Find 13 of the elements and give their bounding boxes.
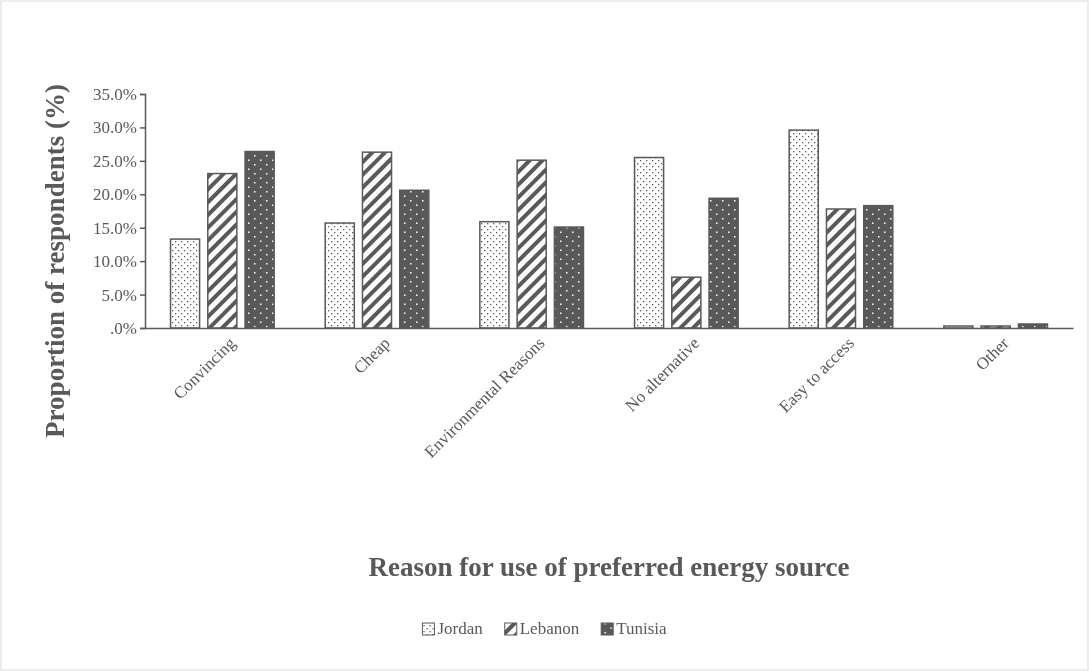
legend-label: Jordan xyxy=(437,619,484,638)
y-tick-label: 30.0% xyxy=(93,118,137,138)
y-tick-label: 10.0% xyxy=(93,252,137,272)
x-axis-title: Reason for use of preferred energy source xyxy=(368,552,850,582)
y-tick-label: .0% xyxy=(110,318,137,338)
y-tick-label: 35.0% xyxy=(93,84,137,104)
legend-label: Tunisia xyxy=(616,619,668,638)
y-tick-label: 25.0% xyxy=(93,151,137,171)
y-axis-title: Proportion of respondents (%) xyxy=(40,84,70,438)
y-tick-label: 20.0% xyxy=(93,185,137,205)
legend-label: Lebanon xyxy=(519,619,580,638)
y-tick-label: 15.0% xyxy=(93,218,137,238)
y-tick-label: 5.0% xyxy=(101,285,137,305)
